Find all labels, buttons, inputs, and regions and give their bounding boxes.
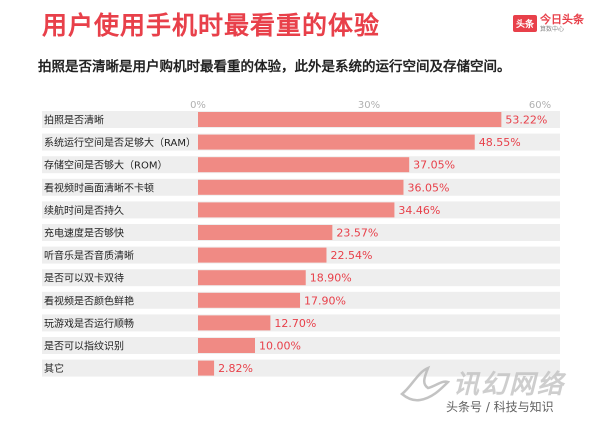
bar [198, 270, 306, 286]
value-label: 22.54% [330, 249, 372, 262]
bar [198, 360, 215, 376]
category-label: 看视频时画面清晰不卡顿 [44, 181, 154, 194]
category-label: 是否可以指纹识别 [44, 340, 124, 353]
value-label: 23.57% [336, 227, 378, 240]
x-tick-label: 0% [190, 100, 206, 111]
bar [198, 179, 404, 195]
category-label: 存储空间是否够大（ROM） [44, 159, 167, 172]
value-label: 18.90% [310, 272, 352, 285]
category-label: 听音乐是否音质清晰 [44, 249, 134, 262]
bar [198, 225, 333, 240]
value-label: 34.46% [398, 204, 440, 217]
logo-badge: 头条 [513, 14, 538, 32]
bird-icon [400, 365, 450, 402]
value-label: 36.05% [407, 181, 449, 194]
value-label: 10.00% [259, 340, 301, 353]
watermark: 讯幻网络 头条号 / 科技与知识 [398, 360, 598, 420]
value-label: 53.22% [505, 114, 547, 127]
value-label: 2.82% [218, 362, 253, 375]
page-subtitle: 拍照是否清晰是用户购机时最看重的体验，此外是系统的运行空间及存储空间。 [38, 59, 511, 75]
row-band [42, 291, 560, 309]
bar [198, 157, 410, 173]
logo-brand: 今日头条 [540, 12, 585, 26]
row-band [42, 314, 560, 332]
x-tick-label: 30% [358, 100, 380, 111]
bar [198, 247, 327, 263]
category-label: 系统运行空间是否足够大（RAM） [44, 136, 196, 149]
row-band [42, 337, 560, 354]
bar [198, 292, 301, 308]
watermark-sub: 头条号 / 科技与知识 [446, 400, 554, 414]
bar [198, 315, 271, 331]
category-label: 充电速度是否够快 [44, 227, 124, 240]
category-label: 是否可以双卡双待 [44, 272, 124, 285]
value-label: 48.55% [479, 136, 521, 149]
bar [198, 338, 255, 353]
value-label: 17.90% [304, 294, 346, 307]
category-label: 续航时间是否持久 [44, 204, 124, 217]
category-label: 玩游戏是否运行顺畅 [44, 317, 134, 330]
bar [198, 134, 475, 150]
brand-logo: 头条 今日头条 算数中心 [513, 8, 591, 38]
category-label: 看视频是否颜色鲜艳 [44, 294, 134, 307]
category-label: 其它 [44, 362, 64, 375]
bar [198, 202, 395, 218]
value-label: 12.70% [274, 317, 316, 330]
page-title: 用户使用手机时最看重的体验 [42, 11, 381, 40]
value-label: 37.05% [413, 159, 455, 172]
row-band [42, 359, 560, 377]
bar [198, 112, 502, 127]
x-tick-label: 60% [529, 100, 551, 111]
logo-tagline: 算数中心 [540, 25, 565, 33]
category-label: 拍照是否清晰 [44, 114, 104, 127]
watermark-main: 讯幻网络 [453, 370, 566, 400]
